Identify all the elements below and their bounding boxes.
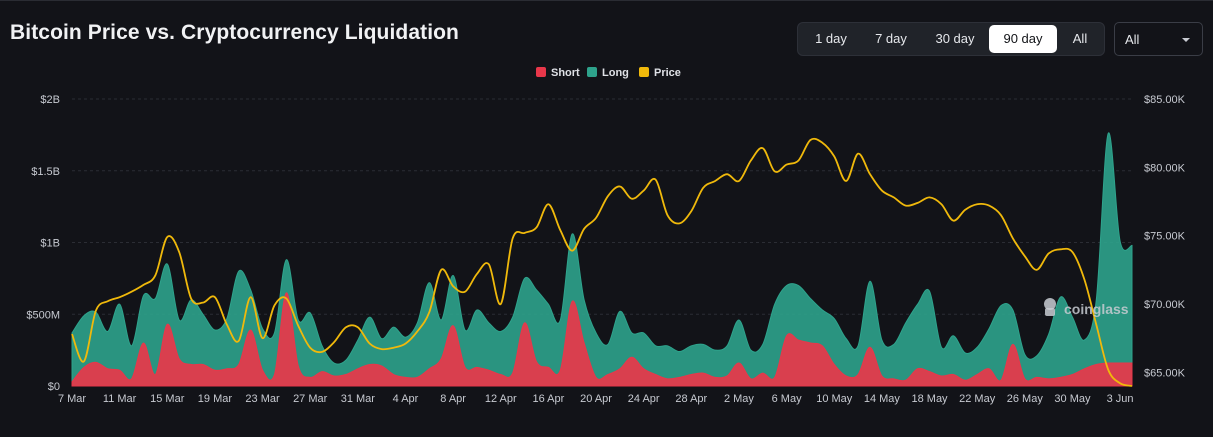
legend-label-long: Long	[602, 67, 629, 79]
short-liquidation-area	[71, 292, 1133, 387]
y-right-tick-label: $65.00K	[1144, 367, 1186, 379]
x-tick-label: 28 Apr	[675, 393, 707, 405]
x-tick-label: 3 Jun	[1107, 393, 1134, 405]
coin-select-value: All	[1125, 32, 1140, 47]
x-tick-label: 26 May	[1007, 393, 1044, 405]
y-left-tick-label: $1B	[40, 238, 60, 250]
range-30-day-button[interactable]: 30 day	[935, 31, 975, 46]
y-right-tick-label: $85.00K	[1144, 94, 1186, 106]
x-tick-label: 20 Apr	[580, 393, 612, 405]
x-tick-label: 16 Apr	[532, 393, 564, 405]
coin-select-dropdown[interactable]: All	[1114, 22, 1203, 56]
x-tick-label: 15 Mar	[150, 393, 185, 405]
price-line	[71, 137, 1133, 387]
x-tick-label: 27 Mar	[293, 393, 328, 405]
range-7-day-button[interactable]: 7 day	[875, 31, 907, 46]
x-tick-label: 6 May	[772, 393, 802, 405]
legend-item-long[interactable]: Long	[587, 67, 629, 79]
x-tick-label: 23 Mar	[245, 393, 280, 405]
x-tick-label: 8 Apr	[440, 393, 466, 405]
x-tick-label: 18 May	[911, 393, 948, 405]
x-tick-label: 4 Apr	[393, 393, 419, 405]
y-left-tick-label: $2B	[40, 94, 60, 106]
legend-label-short: Short	[551, 67, 580, 79]
x-tick-label: 22 May	[959, 393, 996, 405]
chevron-down-icon	[1182, 38, 1190, 42]
legend-item-price[interactable]: Price	[639, 67, 681, 79]
y-right-tick-label: $70.00K	[1144, 299, 1186, 311]
range-1-day-button[interactable]: 1 day	[815, 31, 847, 46]
y-right-tick-label: $80.00K	[1144, 162, 1186, 174]
legend-label-price: Price	[654, 67, 681, 79]
x-tick-label: 30 May	[1054, 393, 1091, 405]
page-title: Bitcoin Price vs. Cryptocurrency Liquida…	[10, 21, 459, 44]
x-tick-label: 11 Mar	[103, 393, 137, 405]
legend-swatch-price	[639, 67, 649, 77]
y-right-tick-label: $75.00K	[1144, 231, 1186, 243]
legend-item-short[interactable]: Short	[536, 67, 580, 79]
x-tick-label: 7 Mar	[58, 393, 86, 405]
legend-swatch-long	[587, 67, 597, 77]
range-all-button[interactable]: All	[1072, 31, 1088, 46]
x-tick-label: 10 May	[816, 393, 853, 405]
range-90-day-button[interactable]: 90 day	[989, 25, 1057, 53]
x-tick-label: 14 May	[864, 393, 901, 405]
long-liquidation-area	[71, 132, 1133, 387]
chart-legend: Short Long Price	[0, 67, 1213, 81]
coinglass-logo-icon	[1044, 298, 1056, 316]
legend-swatch-short	[536, 67, 546, 77]
x-tick-label: 12 Apr	[485, 393, 517, 405]
x-tick-label: 2 May	[724, 393, 754, 405]
y-left-tick-label: $500M	[26, 309, 60, 321]
coinglass-watermark: coinglass	[1064, 301, 1129, 317]
y-left-tick-label: $1.5B	[31, 166, 60, 178]
x-tick-label: 24 Apr	[628, 393, 660, 405]
x-tick-label: 19 Mar	[198, 393, 233, 405]
y-left-tick-label: $0	[48, 381, 60, 393]
time-range-selector: 1 day 7 day 30 day 90 day All	[797, 22, 1105, 56]
x-tick-label: 31 Mar	[341, 393, 376, 405]
